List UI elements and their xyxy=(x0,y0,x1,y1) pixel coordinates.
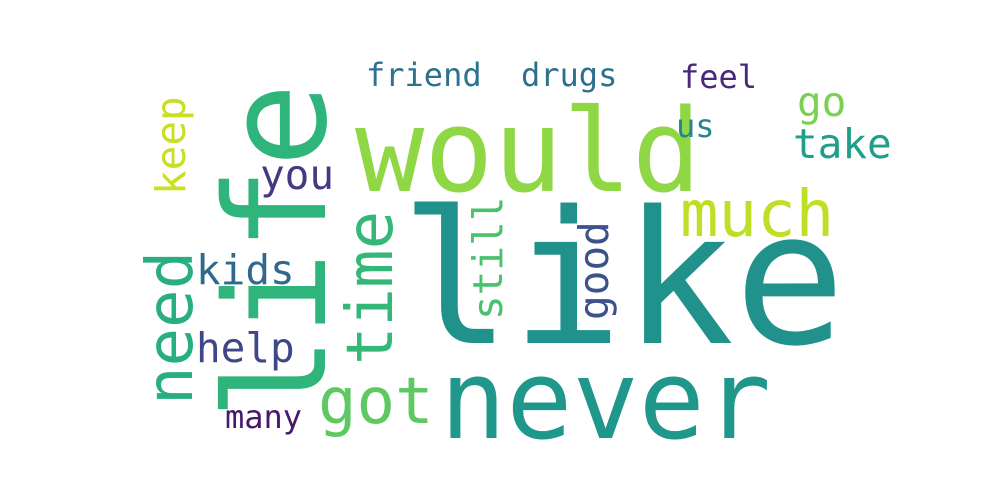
word-would: would xyxy=(355,85,701,219)
word-take: take xyxy=(793,120,892,168)
word-still: still xyxy=(464,197,512,320)
word-feel: feel xyxy=(680,58,757,96)
word-never: never xyxy=(440,336,771,464)
word-friend: friend xyxy=(366,56,482,94)
word-life: life xyxy=(196,83,359,420)
word-many: many xyxy=(225,398,302,436)
word-drugs: drugs xyxy=(521,56,617,94)
word-like: like xyxy=(400,171,846,387)
word-got: got xyxy=(318,365,434,439)
word-keep: keep xyxy=(147,96,195,195)
word-us: us xyxy=(676,107,715,145)
word-go: go xyxy=(797,78,846,126)
word-good: good xyxy=(570,221,618,320)
word-much: much xyxy=(680,178,834,252)
word-need: need xyxy=(134,251,208,405)
word-kids: kids xyxy=(196,246,295,294)
word-help: help xyxy=(196,324,295,372)
word-time: time xyxy=(334,211,408,365)
word-you: you xyxy=(260,151,334,199)
